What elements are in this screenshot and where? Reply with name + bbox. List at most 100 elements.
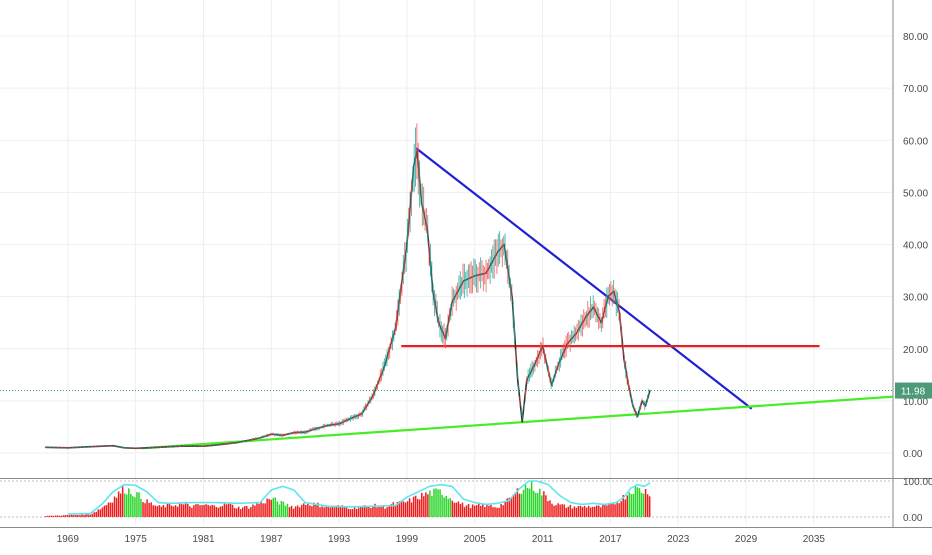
indicator-bar bbox=[152, 505, 154, 517]
trendline-0[interactable] bbox=[415, 147, 753, 410]
indicator-bar bbox=[109, 502, 112, 517]
indicator-bar bbox=[604, 504, 606, 517]
indicator-bar bbox=[585, 507, 588, 517]
indicator-bar bbox=[596, 505, 598, 517]
indicator-bar bbox=[571, 508, 574, 517]
indicator-bar bbox=[111, 502, 114, 517]
indicator-bar bbox=[512, 494, 515, 517]
indicator-bar bbox=[211, 504, 213, 517]
indicator-bar bbox=[168, 503, 171, 517]
indicator-bar bbox=[526, 487, 529, 517]
indicator-bar bbox=[270, 499, 272, 517]
indicator-bar bbox=[134, 497, 136, 517]
indicator-bar bbox=[366, 506, 368, 517]
indicator-bar bbox=[518, 493, 521, 517]
indicator-bar bbox=[583, 505, 586, 517]
indicator-bar bbox=[138, 492, 140, 517]
indicator-bar bbox=[199, 505, 201, 517]
x-tick-label: 2011 bbox=[532, 534, 554, 545]
indicator-bar bbox=[272, 497, 274, 517]
y-tick-label: 20.00 bbox=[903, 345, 928, 356]
indicator-bar bbox=[136, 492, 138, 517]
indicator-bar bbox=[182, 504, 185, 517]
indicator-bar bbox=[376, 507, 378, 517]
indicator-bar bbox=[549, 500, 551, 517]
indicator-bar bbox=[624, 499, 626, 517]
indicator-bar bbox=[447, 498, 449, 517]
indicator-bar bbox=[79, 515, 81, 517]
indicator-bar bbox=[565, 507, 567, 517]
indicator-bar bbox=[534, 492, 537, 517]
indicator-bar bbox=[602, 504, 604, 517]
indicator-bar bbox=[478, 503, 480, 517]
indicator-bar bbox=[286, 503, 289, 517]
indicator-bar bbox=[54, 515, 57, 517]
indicator-bar bbox=[341, 505, 344, 517]
indicator-bar bbox=[461, 502, 464, 517]
indicator-bar bbox=[215, 506, 218, 517]
indicator-bar bbox=[539, 488, 541, 517]
indicator-bar bbox=[99, 509, 102, 517]
indicator-bar bbox=[445, 495, 447, 517]
indicator-bar bbox=[547, 501, 549, 517]
indicator-bar bbox=[164, 507, 167, 517]
x-tick-label: 2017 bbox=[599, 534, 622, 545]
indicator-bar bbox=[311, 506, 313, 517]
indicator-bar bbox=[392, 502, 395, 517]
y-tick-label: 40.00 bbox=[903, 241, 928, 252]
indicator-y-tick-label: 100.00 bbox=[903, 477, 932, 488]
y-tick-label: 60.00 bbox=[903, 136, 928, 147]
indicator-bar bbox=[351, 509, 354, 517]
indicator-bar bbox=[81, 514, 83, 517]
indicator-bar bbox=[154, 505, 156, 517]
indicator-bar bbox=[266, 498, 268, 517]
indicator-bar bbox=[400, 500, 403, 517]
indicator-bar bbox=[532, 490, 535, 517]
indicator-bar bbox=[465, 505, 468, 517]
indicator-bar bbox=[60, 515, 63, 517]
indicator-y-tick-label: 0.00 bbox=[903, 513, 923, 524]
indicator-bar bbox=[541, 495, 543, 517]
indicator-bar bbox=[414, 495, 417, 517]
indicator-bar bbox=[229, 503, 232, 517]
indicator-bar bbox=[187, 503, 189, 517]
indicator-bar bbox=[107, 502, 110, 517]
indicator-bar bbox=[593, 506, 596, 517]
indicator-bar bbox=[398, 501, 401, 517]
trendline-2[interactable] bbox=[141, 395, 894, 450]
y-tick-label: 50.00 bbox=[903, 188, 928, 199]
indicator-bar bbox=[494, 507, 496, 517]
indicator-bar bbox=[471, 504, 474, 517]
indicator-bar bbox=[246, 506, 248, 517]
indicator-bar bbox=[388, 505, 390, 517]
indicator-bar bbox=[313, 502, 315, 517]
indicator-bar bbox=[368, 505, 370, 517]
indicator-bar bbox=[64, 515, 67, 517]
indicator-bar bbox=[244, 506, 246, 517]
indicator-bar bbox=[176, 506, 179, 517]
indicator-bar bbox=[555, 505, 557, 517]
indicator-bar bbox=[559, 504, 561, 517]
indicator-bar bbox=[610, 503, 612, 517]
indicator-bar bbox=[48, 515, 51, 517]
indicator-bar bbox=[290, 505, 293, 517]
indicator-bar bbox=[632, 493, 635, 517]
indicator-bar bbox=[608, 503, 610, 517]
indicator-bar bbox=[327, 505, 329, 517]
indicator-bar bbox=[614, 504, 616, 517]
indicator-bar bbox=[300, 504, 303, 517]
indicator-bar bbox=[500, 503, 502, 517]
indicator-bar bbox=[441, 494, 443, 517]
indicator-bar bbox=[298, 507, 301, 517]
indicator-bar bbox=[520, 493, 523, 517]
indicator-bar bbox=[537, 493, 539, 517]
indicator-bar bbox=[421, 492, 423, 517]
indicator-bar bbox=[469, 508, 472, 517]
indicator-bar bbox=[193, 505, 195, 517]
indicator-bar bbox=[545, 495, 547, 517]
indicator-bar bbox=[646, 494, 649, 517]
indicator-bar bbox=[276, 501, 279, 517]
price-series-layer bbox=[44, 123, 651, 450]
